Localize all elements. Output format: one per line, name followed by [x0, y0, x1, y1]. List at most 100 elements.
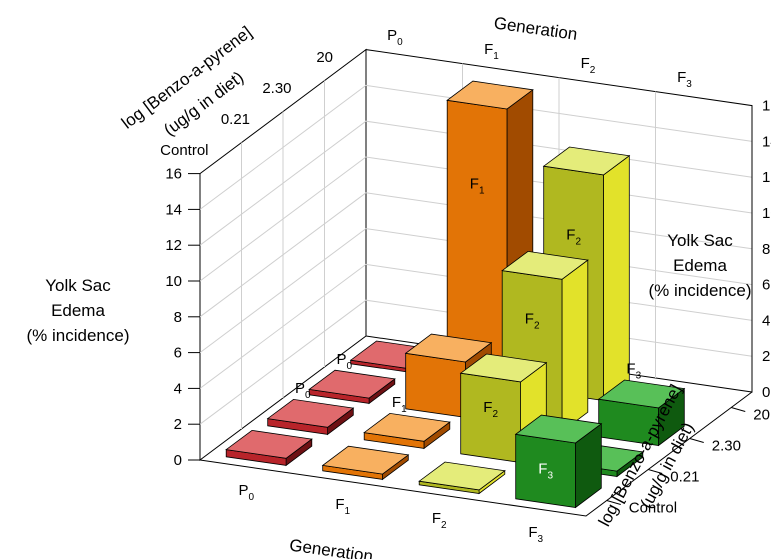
bar-front — [460, 372, 521, 463]
generation-tick-back-sub: 3 — [686, 79, 692, 90]
bar-top — [363, 412, 451, 442]
z-axis-title-left-2: Edema — [51, 301, 105, 320]
generation-tick-front: F3 — [528, 524, 543, 545]
bar-label-sub: 0 — [305, 390, 311, 401]
bar-side — [561, 259, 589, 433]
bar-top — [308, 369, 396, 399]
generation-tick-front: F1 — [335, 496, 350, 517]
bar-F1-Control — [321, 445, 410, 481]
bar-label-base: F — [538, 460, 547, 477]
generation-tick-front-sub: 2 — [441, 520, 447, 531]
bar-label-F3-2.30: F3 — [626, 361, 641, 382]
dose-tick-mark — [606, 500, 621, 505]
generation-tick-back-sub: 0 — [397, 37, 403, 48]
dose-tick-mark — [731, 407, 746, 412]
z-tick-left: 14 — [165, 201, 182, 218]
dose-tick-right: 0.21 — [670, 469, 699, 486]
bar-label-base: F — [470, 175, 479, 192]
bar-group — [225, 80, 686, 509]
z-axis-title-right-1: Yolk Sac — [667, 231, 733, 250]
bar-label-P0-2.30: P0 — [336, 351, 352, 372]
bar-label-sub: 3 — [547, 470, 553, 481]
bar-label-base: F — [566, 227, 575, 244]
bar-top — [514, 414, 603, 444]
bar-top — [321, 445, 410, 475]
dose-tick-top: Control — [160, 142, 208, 159]
bar-P0-Control — [225, 429, 313, 467]
generation-tick-back-base: F — [677, 69, 686, 86]
z-tick-left: 4 — [174, 380, 182, 397]
z-axis-title-right-2: Edema — [673, 256, 727, 275]
z-tick-left: 10 — [165, 273, 182, 290]
bar-label-base: F — [392, 394, 401, 411]
generation-tick-back-base: P — [387, 27, 397, 44]
bar-label-base: F — [525, 311, 534, 328]
generation-tick-front-base: F — [528, 524, 537, 541]
bar-label-sub: 2 — [492, 409, 498, 420]
generation-tick-back: P0 — [387, 27, 403, 48]
bar-label-sub: 2 — [575, 237, 581, 248]
dose-tick-right: Control — [629, 500, 677, 517]
dose-tick-top: 0.21 — [221, 111, 250, 128]
z-axis-title-right-3: (% incidence) — [649, 281, 752, 300]
z-tick-right: 12 — [762, 169, 771, 186]
z-tick-left: 8 — [174, 309, 182, 326]
bar-label-base: F — [483, 399, 492, 416]
bar-label-F1-20: F1 — [470, 175, 485, 196]
z-tick-left: 6 — [174, 345, 182, 362]
dose-tick-mark — [648, 469, 663, 474]
generation-tick-front-base: F — [335, 496, 344, 513]
bar-label-F2-2.30: F2 — [525, 311, 540, 332]
z-tick-right: 8 — [762, 241, 770, 258]
bar-label-F2-20: F2 — [566, 227, 581, 248]
bar-F1-0.21 — [363, 412, 451, 450]
generation-tick-back-sub: 2 — [590, 65, 596, 76]
bar-label-sub: 1 — [479, 185, 485, 196]
bar-label-base: F — [626, 361, 635, 378]
z-tick-right: 14 — [762, 133, 771, 150]
z-axis-title-left-1: Yolk Sac — [45, 276, 111, 295]
bar-F3-Control — [514, 414, 603, 509]
z-tick-right: 4 — [762, 312, 770, 329]
generation-tick-back-base: F — [581, 55, 590, 72]
generation-tick-back: F3 — [677, 69, 692, 90]
bar-label-F1-0.21: F1 — [392, 394, 407, 415]
generation-tick-front-sub: 0 — [248, 492, 254, 503]
generation-tick-front: F2 — [432, 510, 447, 531]
bar-F2-Control — [418, 461, 506, 495]
bar-label-base: P — [295, 380, 305, 397]
generation-tick-front-base: P — [238, 482, 248, 499]
generation-tick-back-sub: 1 — [493, 51, 499, 62]
dose-tick-mark — [689, 438, 704, 443]
x-axis-title-front: Generation — [288, 535, 374, 559]
bar-front — [405, 352, 466, 418]
generation-tick-back: F1 — [484, 41, 499, 62]
bar-top — [404, 333, 493, 363]
dose-tick-top: 2.30 — [262, 80, 291, 97]
z-tick-left: 16 — [165, 166, 182, 183]
z-axis-title-left-3: (% incidence) — [27, 326, 130, 345]
z-tick-left: 12 — [165, 237, 182, 254]
floor-edge — [199, 391, 753, 517]
bar-top — [459, 353, 548, 383]
bar-label-F3-Control: F3 — [538, 460, 553, 481]
z-tick-right: 6 — [762, 277, 770, 294]
bar-top — [542, 146, 631, 176]
generation-tick-front: P0 — [238, 482, 254, 503]
bar-top — [597, 379, 686, 409]
bar-F3-2.30 — [597, 379, 686, 447]
z-tick-right: 16 — [762, 98, 771, 115]
bar-label-sub: 1 — [401, 404, 407, 415]
bar-label-F2-0.21: F2 — [483, 399, 498, 420]
bar-P0-0.21 — [266, 398, 355, 436]
z-tick-right: 10 — [762, 205, 771, 222]
bar-top — [266, 398, 355, 428]
bar-top — [446, 80, 534, 110]
z-tick-right: 0 — [762, 384, 770, 401]
x-axis-title-back: Generation — [493, 13, 579, 44]
generation-tick-back-base: F — [484, 41, 493, 58]
generation-tick-back: F2 — [581, 55, 596, 76]
bar-label-sub: 3 — [636, 371, 642, 382]
z-tick-right: 2 — [762, 348, 770, 365]
